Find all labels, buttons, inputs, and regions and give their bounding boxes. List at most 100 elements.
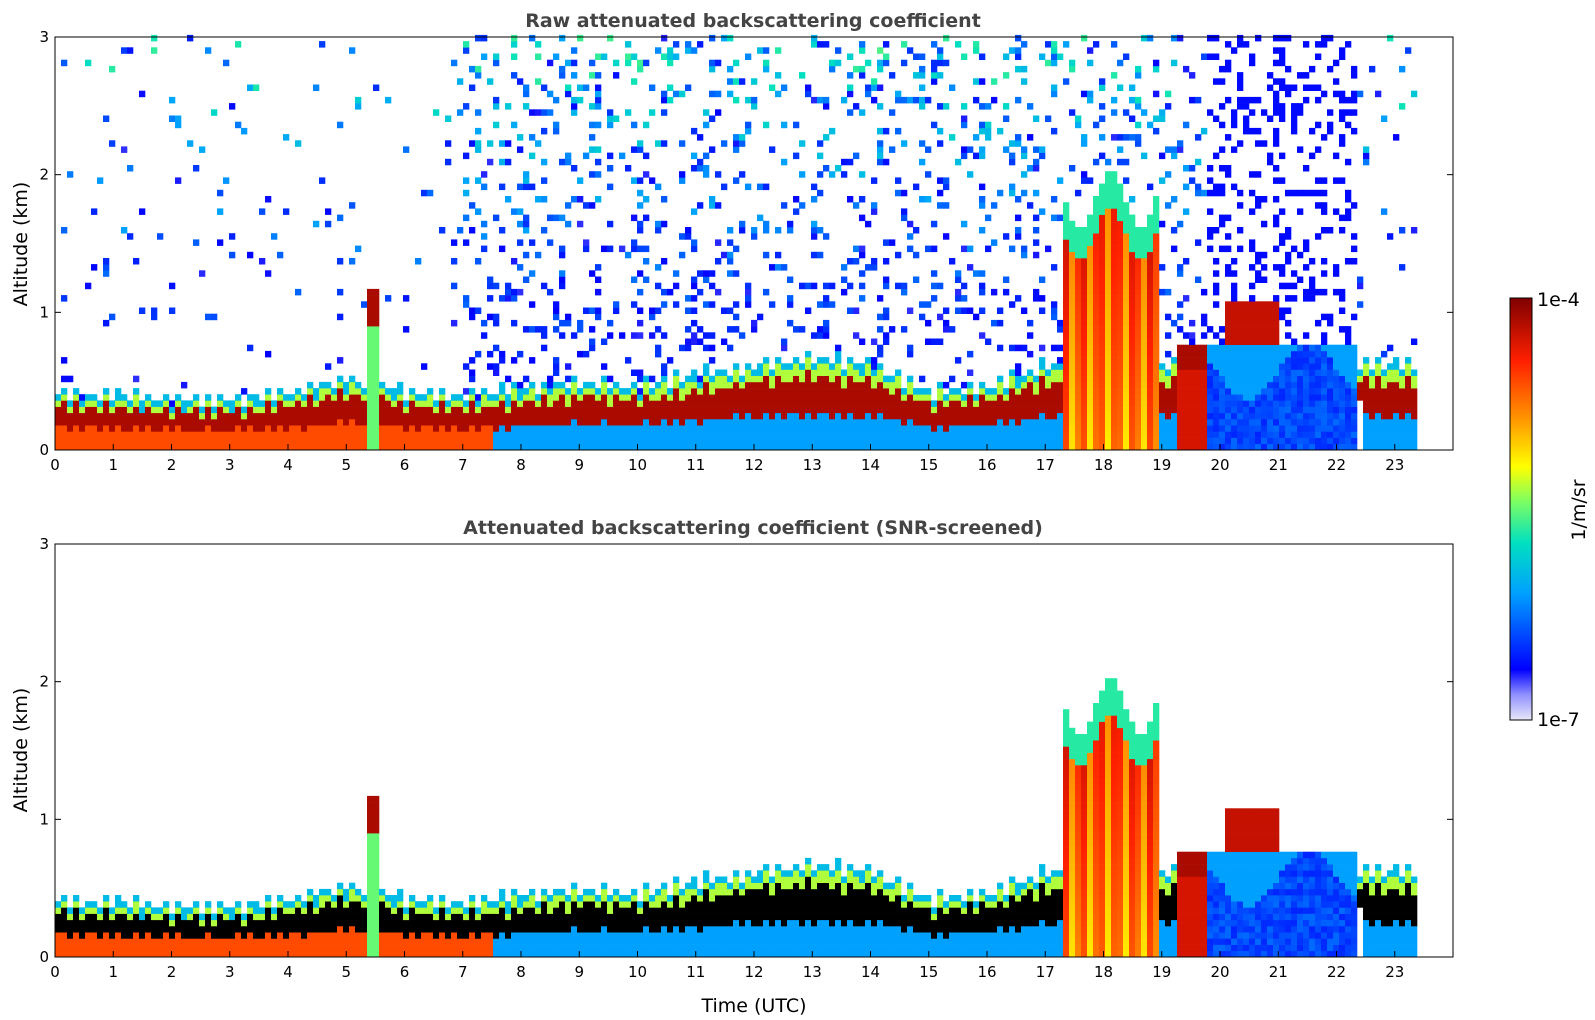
x-tick-label: 15 [919,456,938,474]
heatmap-cell [715,171,722,178]
heatmap-cell [967,146,974,153]
heatmap-cell [667,96,674,104]
heatmap-cell [139,926,146,933]
heatmap-cell [1243,332,1250,339]
heatmap-cell [703,394,710,401]
heatmap-cell [1153,127,1160,135]
heatmap-cell [91,208,98,215]
heatmap-cell [1099,412,1106,420]
heatmap-cell [1153,431,1160,438]
heatmap-cell [715,375,722,383]
heatmap-cell [409,412,416,420]
heatmap-cell [529,419,536,426]
heatmap-cell [1213,189,1220,197]
heatmap-cell [1339,214,1346,222]
heatmap-cell [1291,127,1298,135]
heatmap-cell [1231,338,1238,345]
heatmap-cell [1099,78,1106,85]
heatmap-cell [901,406,908,414]
heatmap-cell [1171,34,1178,42]
heatmap-cell [1087,388,1094,395]
heatmap-cell [55,400,62,407]
heatmap-cell [931,220,938,228]
heatmap-cell [1033,394,1040,401]
heatmap-cell [1165,394,1172,401]
heatmap-cell [1027,419,1034,426]
heatmap-cell [1345,400,1352,407]
heatmap-cell [1195,158,1202,166]
heatmap-cell [667,425,674,432]
heatmap-cell [1075,332,1082,339]
heatmap-cell [1069,307,1076,314]
heatmap-cell [913,227,920,234]
heatmap-cell [379,425,386,432]
heatmap-cell [463,412,470,420]
heatmap-cell [1051,307,1058,314]
heatmap-cell [1099,196,1106,203]
heatmap-cell [955,425,962,432]
heatmap-cell [757,214,764,222]
heatmap-cell [793,425,800,432]
heatmap-cell [265,412,272,420]
heatmap-cell [889,431,896,438]
heatmap-cell [805,406,812,414]
heatmap-cell [1129,326,1136,333]
heatmap-cell [1261,344,1268,352]
heatmap-cell [1237,400,1244,407]
heatmap-cell [1363,412,1370,420]
heatmap-cell [1387,400,1394,407]
heatmap-cell [493,406,500,414]
heatmap-cell [1363,437,1370,445]
heatmap-cell [121,932,128,939]
heatmap-cell [1123,344,1130,352]
heatmap-cell [1279,381,1286,389]
heatmap-cell [367,375,374,383]
heatmap-cell [847,425,854,432]
heatmap-cell [967,431,974,438]
heatmap-cell [673,425,680,432]
heatmap-cell [55,938,62,945]
heatmap-cell [907,220,914,228]
heatmap-cell [439,437,446,445]
heatmap-cell [403,412,410,420]
heatmap-cell [1147,431,1154,438]
heatmap-cell [1063,425,1070,432]
heatmap-cell [1069,425,1076,432]
heatmap-cell [1075,443,1082,451]
heatmap-cell [667,412,674,420]
heatmap-cell [73,412,80,420]
heatmap-cell [1153,196,1160,203]
heatmap-cell [583,431,590,438]
heatmap-cell [175,926,182,933]
heatmap-cell [1291,350,1298,358]
heatmap-cell [967,381,974,389]
heatmap-cell [1261,319,1268,327]
heatmap-cell [697,431,704,438]
heatmap-cell [1291,388,1298,395]
heatmap-cell [895,189,902,197]
heatmap-cell [1099,152,1106,160]
heatmap-cell [109,431,116,438]
heatmap-cell [751,419,758,426]
heatmap-cell [391,431,398,438]
heatmap-cell [697,400,704,407]
heatmap-cell [1243,400,1250,407]
heatmap-cell [169,307,176,314]
heatmap-cell [661,363,668,370]
heatmap-cell [469,431,476,438]
heatmap-cell [1135,419,1142,426]
heatmap-cell [1405,357,1412,364]
heatmap-cell [91,913,98,921]
heatmap-cell [313,419,320,426]
heatmap-cell [1021,406,1028,414]
heatmap-cell [1141,394,1148,401]
heatmap-cell [883,313,890,321]
heatmap-cell [523,394,530,401]
heatmap-cell [157,437,164,445]
heatmap-cell [979,388,986,395]
heatmap-cell [877,400,884,407]
heatmap-cell [1135,363,1142,370]
heatmap-cell [907,388,914,395]
heatmap-cell [589,270,596,277]
heatmap-cell [1057,406,1064,414]
